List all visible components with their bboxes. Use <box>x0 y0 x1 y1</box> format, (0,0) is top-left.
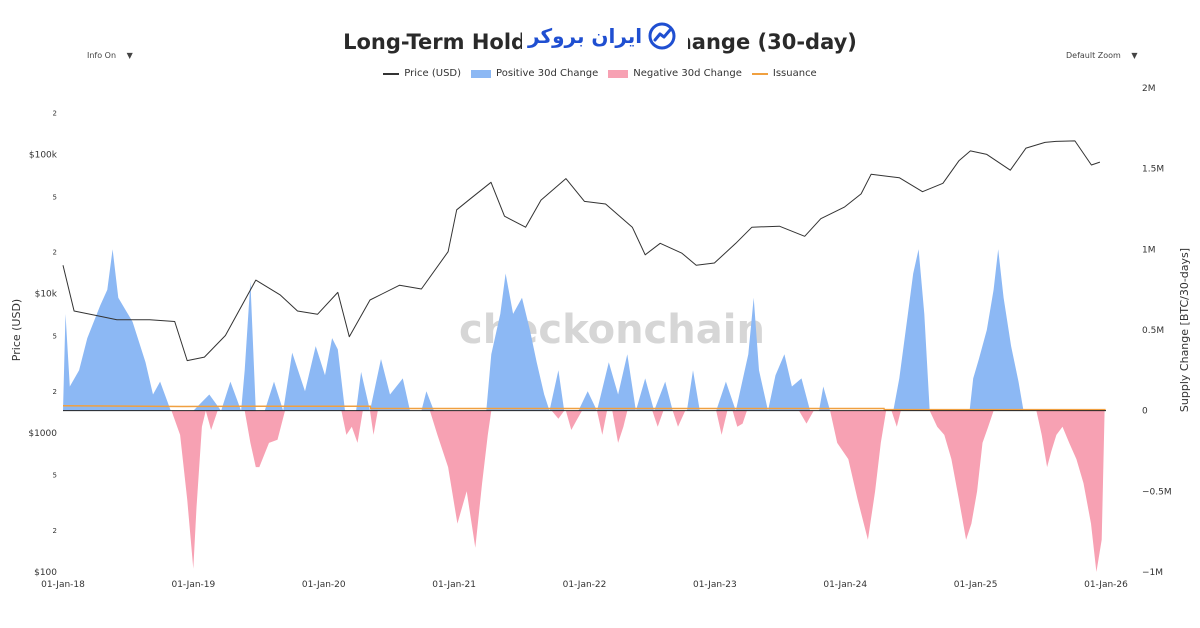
y-right-axis-label: Supply Change [BTC/30-days] <box>1178 248 1191 412</box>
issuance-line <box>62 405 1106 411</box>
y-right-tick-label: −1M <box>1142 568 1163 578</box>
price-line-layer <box>62 140 1101 362</box>
x-tick-label: 01-Jan-21 <box>432 580 476 590</box>
y-left-tick-label: $10k <box>35 290 58 300</box>
y-left-tick-label: $1000 <box>28 429 57 439</box>
y-left-tick-label: 5 <box>53 333 57 341</box>
y-right-tick-label: 1.5M <box>1142 165 1164 175</box>
legend-label: Negative 30d Change <box>633 68 742 79</box>
legend-label: Positive 30d Change <box>496 68 599 79</box>
x-tick-label: 01-Jan-24 <box>823 580 867 590</box>
x-tick-label: 01-Jan-18 <box>41 580 85 590</box>
issuance-line-layer <box>62 405 1106 411</box>
x-tick-label: 01-Jan-22 <box>563 580 607 590</box>
y-left-tick-label: $100 <box>34 568 57 578</box>
legend-swatch <box>751 72 768 75</box>
legend-item-price[interactable]: Price (USD) <box>383 68 461 79</box>
y-right-tick-label: 2M <box>1142 84 1156 94</box>
info-toggle-label: Info On <box>87 51 117 60</box>
chart-legend: Price (USD) Positive 30d Change Negative… <box>0 68 1200 79</box>
x-tick-label: 01-Jan-26 <box>1084 580 1128 590</box>
legend-item-negative[interactable]: Negative 30d Change <box>608 68 742 79</box>
y-left-tick-label: 2 <box>53 249 57 257</box>
legend-swatch <box>608 69 629 78</box>
broker-logo: ایران بروکر <box>522 16 688 56</box>
y-left-tick-label: $100k <box>29 150 58 160</box>
y-left-tick-label: 2 <box>53 110 57 118</box>
info-toggle[interactable]: Info On ▼ <box>87 51 133 60</box>
chevron-down-icon: ▼ <box>126 51 133 60</box>
y-left-tick-label: 2 <box>53 388 57 396</box>
legend-swatch <box>383 72 400 75</box>
zoom-dropdown[interactable]: Default Zoom ▼ <box>1066 51 1138 60</box>
y-left-tick-label: 2 <box>53 527 57 535</box>
zoom-dropdown-label: Default Zoom <box>1066 51 1121 60</box>
y-right-tick-label: −0.5M <box>1142 487 1172 497</box>
negative-change-area <box>171 410 1105 572</box>
trend-up-icon <box>648 22 676 50</box>
legend-label: Issuance <box>772 68 817 79</box>
y-right-tick-label: 0 <box>1142 407 1148 417</box>
y-right-tick-label: 0.5M <box>1142 326 1164 336</box>
axes-layer: 01-Jan-18 01-Jan-19 01-Jan-20 01-Jan-21 01-J… <box>28 84 1171 590</box>
y-left-tick-label: 5 <box>53 472 57 480</box>
legend-swatch <box>471 69 492 78</box>
legend-item-positive[interactable]: Positive 30d Change <box>471 68 598 79</box>
chevron-down-icon: ▼ <box>1131 51 1138 60</box>
broker-logo-text: ایران بروکر <box>528 24 643 48</box>
positive-area-layer <box>63 249 1024 411</box>
y-right-tick-label: 1M <box>1142 245 1156 255</box>
positive-change-area <box>63 249 1024 411</box>
legend-item-issuance[interactable]: Issuance <box>751 68 817 79</box>
y-left-axis-label: Price (USD) <box>10 299 23 361</box>
negative-area-layer <box>171 410 1105 572</box>
x-tick-label: 01-Jan-19 <box>171 580 215 590</box>
x-tick-label: 01-Jan-20 <box>302 580 346 590</box>
price-line <box>62 140 1101 362</box>
x-tick-label: 01-Jan-25 <box>954 580 998 590</box>
x-tick-label: 01-Jan-23 <box>693 580 737 590</box>
y-left-tick-label: 5 <box>53 193 57 201</box>
legend-label: Price (USD) <box>404 68 462 79</box>
